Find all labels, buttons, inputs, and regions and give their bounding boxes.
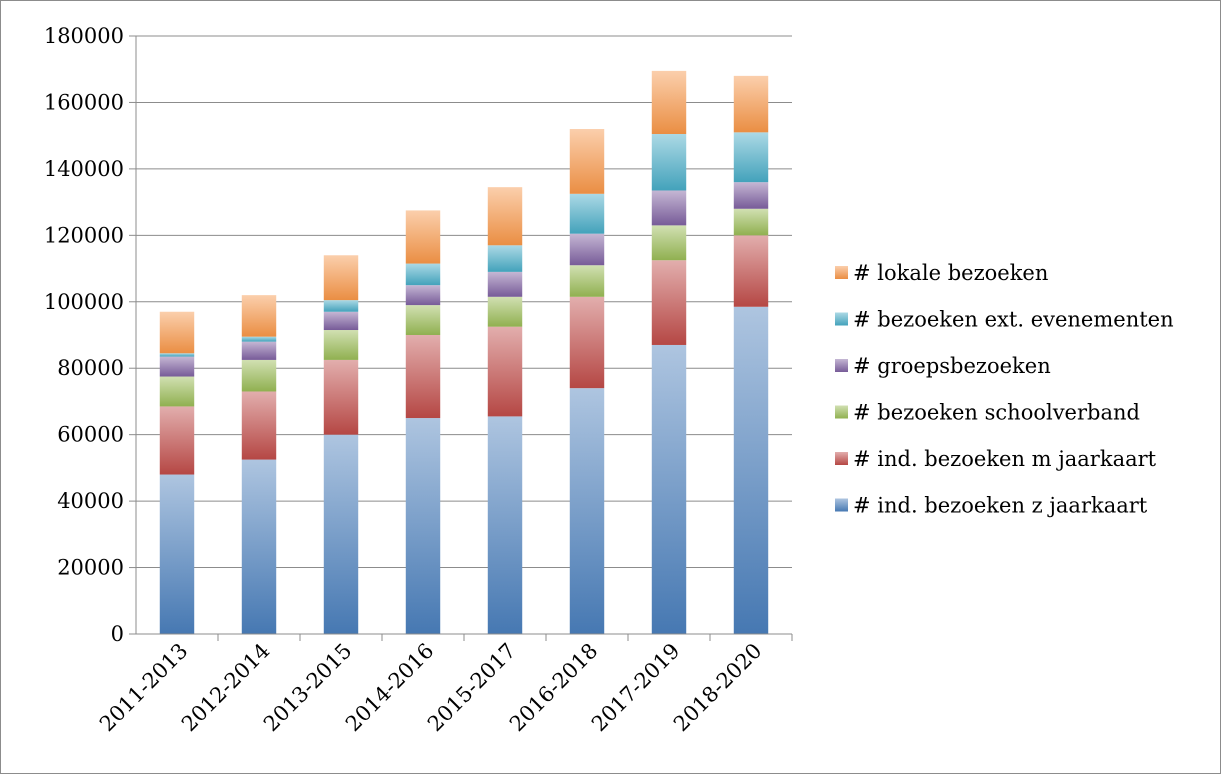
legend-item: # groepsbezoeken bbox=[835, 354, 1051, 378]
bar-segment bbox=[241, 359, 277, 392]
bar-segment bbox=[733, 235, 769, 307]
bar-segment bbox=[733, 208, 769, 236]
bar-segment bbox=[733, 75, 769, 133]
x-tick-label: 2011-2013 bbox=[95, 639, 193, 737]
bar-segment bbox=[323, 255, 359, 301]
bar-segment bbox=[159, 353, 195, 357]
bar-segment bbox=[733, 132, 769, 183]
bar-segment bbox=[159, 474, 195, 634]
bar-segment bbox=[241, 459, 277, 634]
y-tick-label: 20000 bbox=[57, 556, 124, 580]
legend-item: # lokale bezoeken bbox=[835, 261, 1048, 285]
y-tick-label: 60000 bbox=[57, 423, 124, 447]
bar-segment bbox=[241, 341, 277, 360]
legend-swatch bbox=[835, 498, 848, 512]
legend: # lokale bezoeken # bezoeken ext. eveneme… bbox=[835, 261, 1174, 518]
legend-swatch bbox=[835, 312, 848, 326]
bar-segment bbox=[569, 233, 605, 266]
legend-item: # bezoeken ext. evenementen bbox=[835, 308, 1174, 332]
bar-segment bbox=[487, 296, 523, 327]
legend-label: # bezoeken schoolverband bbox=[853, 401, 1140, 425]
legend-swatch bbox=[835, 359, 848, 372]
bar-segment bbox=[487, 187, 523, 246]
bar-segment bbox=[405, 263, 441, 286]
x-tick-label: 2013-2015 bbox=[259, 639, 357, 737]
x-tick-label: 2015-2017 bbox=[423, 639, 521, 737]
y-tick-label: 0 bbox=[111, 622, 124, 646]
bars bbox=[159, 70, 769, 634]
bar-segment bbox=[569, 129, 605, 194]
bar-segment bbox=[323, 300, 359, 312]
bar-segment bbox=[569, 388, 605, 634]
bar-segment bbox=[487, 416, 523, 634]
legend-label: # bezoeken ext. evenementen bbox=[853, 308, 1174, 332]
bar-segment bbox=[651, 225, 687, 261]
bar-segment bbox=[159, 376, 195, 407]
bar-segment bbox=[241, 295, 277, 337]
bar-segment bbox=[651, 190, 687, 226]
bar-segment bbox=[569, 193, 605, 234]
gridlines bbox=[136, 35, 792, 569]
x-tick-label: 2016-2018 bbox=[505, 639, 603, 737]
bar-segment bbox=[241, 336, 277, 342]
bar-segment bbox=[405, 335, 441, 419]
bar-segment bbox=[405, 418, 441, 634]
y-tick-label: 40000 bbox=[57, 489, 124, 513]
bar-segment bbox=[323, 359, 359, 435]
bar-segment bbox=[651, 70, 687, 135]
y-tick-label: 180000 bbox=[44, 24, 124, 48]
bar-segment bbox=[323, 311, 359, 331]
x-tick-label: 2018-2020 bbox=[669, 639, 767, 737]
y-tick-label: 140000 bbox=[44, 157, 124, 181]
legend-item: # bezoeken schoolverband bbox=[835, 401, 1140, 425]
y-tick-label: 100000 bbox=[44, 290, 124, 314]
legend-swatch bbox=[835, 405, 848, 419]
bar-segment bbox=[651, 134, 687, 191]
bar-segment bbox=[733, 306, 769, 634]
legend-item: # ind. bezoeken m jaarkaart bbox=[835, 447, 1157, 471]
bar-segment bbox=[159, 356, 195, 377]
bar-segment bbox=[323, 330, 359, 360]
x-tick-label: 2017-2019 bbox=[587, 639, 685, 737]
legend-label: # lokale bezoeken bbox=[853, 261, 1048, 285]
bar-segment bbox=[487, 326, 523, 417]
bar-segment bbox=[651, 260, 687, 345]
bar-segment bbox=[487, 245, 523, 272]
bar-segment bbox=[487, 271, 523, 297]
bar-segment bbox=[405, 210, 441, 264]
bar-segment bbox=[159, 311, 195, 354]
bar-segment bbox=[241, 391, 277, 460]
legend-item: # ind. bezoeken z jaarkaart bbox=[835, 494, 1148, 518]
bar-segment bbox=[405, 305, 441, 335]
bar-segment bbox=[569, 265, 605, 297]
y-tick-label: 160000 bbox=[44, 90, 124, 114]
bar-segment bbox=[323, 434, 359, 634]
bar-segment bbox=[651, 344, 687, 634]
legend-swatch bbox=[835, 452, 848, 465]
legend-label: # groepsbezoeken bbox=[853, 354, 1051, 378]
bar-segment bbox=[159, 406, 195, 475]
y-tick-label: 120000 bbox=[44, 223, 124, 247]
legend-label: # ind. bezoeken z jaarkaart bbox=[853, 494, 1148, 518]
bar-segment bbox=[405, 285, 441, 306]
legend-label: # ind. bezoeken m jaarkaart bbox=[853, 447, 1157, 471]
bar-segment bbox=[733, 182, 769, 209]
bar-segment bbox=[569, 296, 605, 389]
y-tick-label: 80000 bbox=[57, 356, 124, 380]
x-tick-label: 2012-2014 bbox=[177, 639, 275, 737]
legend-swatch bbox=[835, 266, 848, 279]
x-tick-label: 2014-2016 bbox=[341, 639, 439, 737]
